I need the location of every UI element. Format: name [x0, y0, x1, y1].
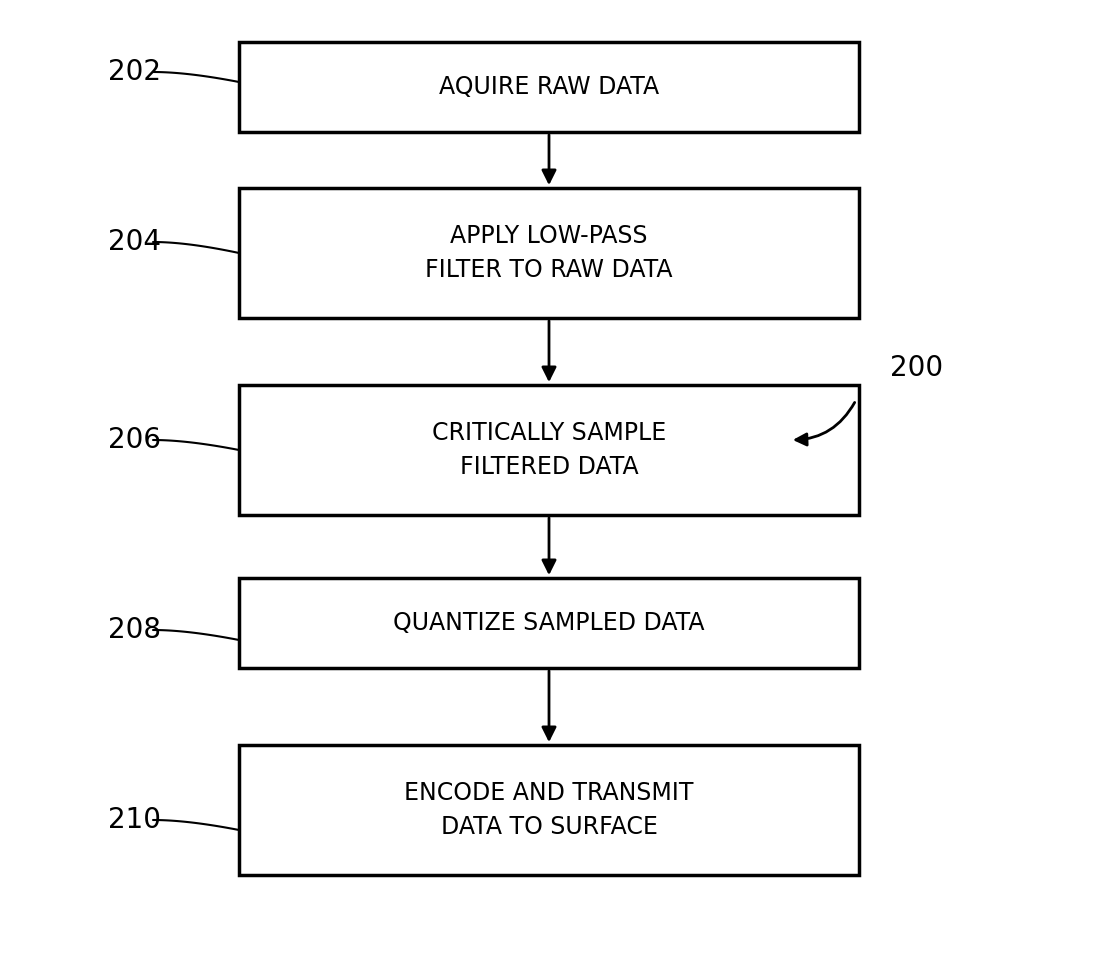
- Bar: [239, 578, 859, 668]
- Text: 204: 204: [108, 228, 161, 256]
- Text: CRITICALLY SAMPLE
FILTERED DATA: CRITICALLY SAMPLE FILTERED DATA: [432, 421, 666, 479]
- Text: 206: 206: [108, 426, 161, 454]
- Text: 208: 208: [108, 616, 161, 644]
- Bar: [239, 188, 859, 318]
- Text: AQUIRE RAW DATA: AQUIRE RAW DATA: [439, 75, 659, 99]
- Text: APPLY LOW-PASS
FILTER TO RAW DATA: APPLY LOW-PASS FILTER TO RAW DATA: [425, 224, 673, 281]
- Text: 200: 200: [890, 354, 943, 382]
- Bar: [239, 42, 859, 132]
- Text: ENCODE AND TRANSMIT
DATA TO SURFACE: ENCODE AND TRANSMIT DATA TO SURFACE: [404, 781, 694, 839]
- Text: 202: 202: [108, 58, 161, 86]
- Bar: [239, 385, 859, 515]
- Text: 210: 210: [108, 806, 161, 834]
- Bar: [239, 745, 859, 875]
- Text: QUANTIZE SAMPLED DATA: QUANTIZE SAMPLED DATA: [393, 611, 705, 635]
